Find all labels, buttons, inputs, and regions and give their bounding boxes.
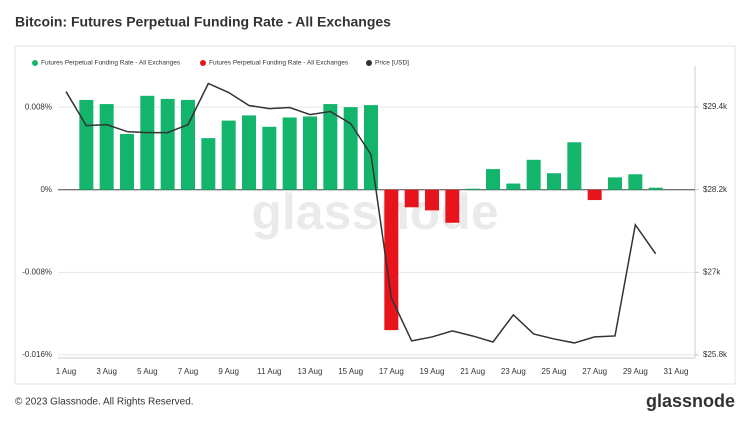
bar [79, 99, 94, 190]
bar [343, 107, 358, 190]
chart-frame [14, 45, 736, 385]
bar [120, 134, 134, 190]
x-tick-label: 25 Aug [542, 367, 567, 376]
legend-marker [32, 60, 38, 66]
bar [364, 105, 378, 190]
bar [262, 126, 277, 190]
bar [181, 99, 195, 190]
bar [201, 138, 216, 190]
bar [628, 174, 643, 190]
legend-label: Price [USD] [375, 60, 409, 67]
legend-marker [200, 60, 206, 66]
bar [404, 189, 419, 208]
x-tick-label: 27 Aug [582, 367, 607, 376]
bar [303, 116, 317, 190]
x-tick-label: 29 Aug [623, 367, 648, 376]
x-tick-label: 7 Aug [178, 367, 198, 376]
bar [486, 169, 500, 190]
x-tick-label: 31 Aug [664, 367, 689, 376]
y2-tick-label: $25.8k [703, 350, 728, 359]
x-tick-label: 19 Aug [420, 367, 445, 376]
bar [221, 120, 236, 190]
bar [99, 104, 114, 190]
y-tick-label: -0.008% [22, 267, 52, 276]
x-tick-label: 15 Aug [338, 367, 363, 376]
legend-label: Futures Perpetual Funding Rate - All Exc… [41, 60, 181, 67]
bar [465, 188, 480, 190]
y2-tick-label: $27k [703, 267, 721, 276]
footer: © 2023 Glassnode. All Rights Reserved. [15, 397, 194, 408]
chart-title: Bitcoin: Futures Perpetual Funding Rate … [15, 14, 391, 30]
bar [567, 142, 582, 190]
y-tick-label: 0% [40, 185, 52, 194]
x-tick-label: 9 Aug [218, 367, 238, 376]
price-line [65, 82, 657, 344]
bar [547, 173, 561, 190]
bar [608, 177, 622, 190]
watermark: glassnode [251, 184, 498, 240]
x-tick-label: 3 Aug [96, 367, 116, 376]
bar [323, 104, 338, 190]
x-tick-label: 1 Aug [56, 367, 76, 376]
bar [160, 98, 175, 190]
bar [425, 189, 439, 211]
bar [242, 115, 256, 190]
bar [282, 117, 297, 190]
x-tick-label: 23 Aug [501, 367, 526, 376]
bar [526, 159, 541, 190]
legend-marker [366, 60, 372, 66]
bar [445, 189, 460, 223]
x-tick-label: 11 Aug [257, 367, 281, 376]
x-tick-label: 5 Aug [137, 367, 157, 376]
y-tick-label: 0.008% [25, 102, 52, 111]
legend-label: Futures Perpetual Funding Rate - All Exc… [209, 60, 349, 67]
x-tick-label: 21 Aug [460, 367, 485, 376]
x-tick-label: 17 Aug [379, 367, 404, 376]
y2-tick-label: $29.4k [703, 102, 728, 111]
bar [648, 187, 663, 190]
bar [506, 183, 521, 190]
x-tick-label: 13 Aug [298, 367, 323, 376]
bar [140, 95, 155, 190]
bar [587, 189, 602, 201]
y2-tick-label: $28.2k [703, 185, 728, 194]
bar [384, 189, 399, 331]
y-tick-label: -0.016% [22, 350, 52, 359]
brand: glassnode [646, 391, 735, 411]
